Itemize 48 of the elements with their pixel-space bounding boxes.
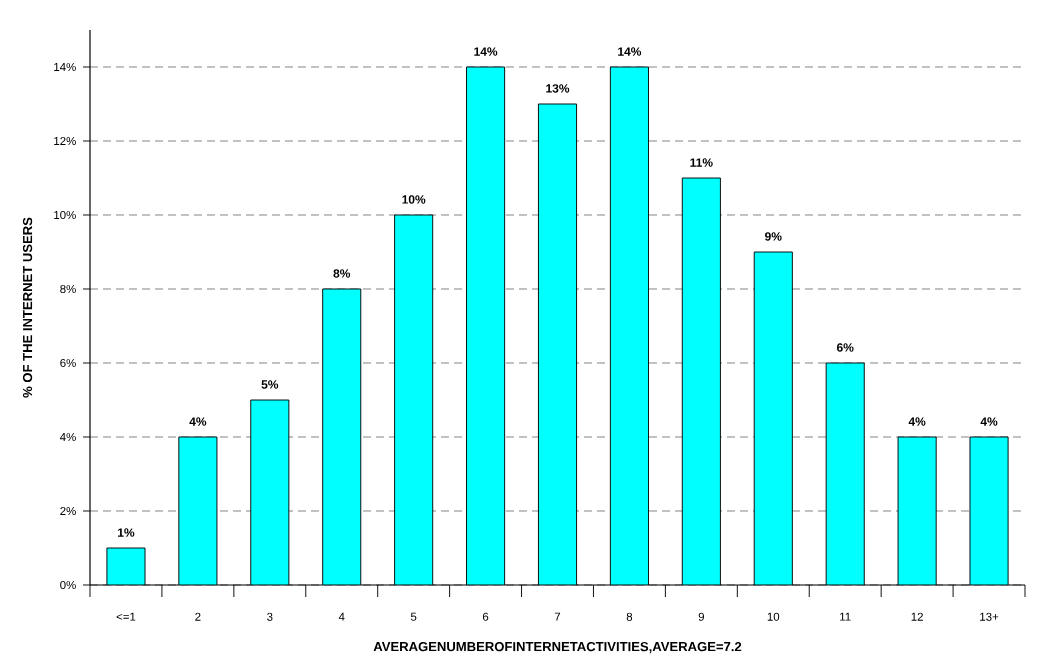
data-label: 9% bbox=[765, 232, 782, 241]
data-label: 6% bbox=[836, 343, 854, 352]
y-tick-label: 0% bbox=[60, 580, 76, 590]
x-tick-label: 3 bbox=[267, 612, 273, 621]
data-label: 1% bbox=[118, 528, 135, 537]
bar bbox=[394, 215, 433, 585]
x-tick-label: 11 bbox=[840, 612, 851, 621]
x-tick-label: 13+ bbox=[980, 612, 999, 621]
data-label: 5% bbox=[261, 380, 279, 389]
bar bbox=[538, 104, 577, 585]
data-label: 14% bbox=[618, 47, 642, 56]
data-label: 8% bbox=[333, 269, 351, 278]
y-tick-label: 2% bbox=[60, 506, 76, 516]
bar bbox=[898, 437, 937, 585]
x-tick-label: 6 bbox=[482, 612, 489, 621]
x-tick-label: 7 bbox=[554, 612, 561, 621]
x-tick-label: 2 bbox=[195, 612, 201, 621]
bar bbox=[682, 178, 721, 585]
bar bbox=[466, 67, 505, 585]
x-tick-label: 12 bbox=[911, 612, 923, 621]
data-label: 13% bbox=[546, 84, 570, 93]
y-tick-label: 8% bbox=[60, 284, 76, 294]
y-tick-label: 14% bbox=[54, 63, 76, 72]
bar bbox=[250, 400, 289, 585]
data-label: 4% bbox=[908, 417, 926, 426]
bar bbox=[610, 67, 649, 585]
bar bbox=[826, 363, 865, 585]
data-label: 4% bbox=[189, 417, 207, 426]
bar bbox=[754, 252, 793, 585]
x-tick-label: 10 bbox=[767, 612, 780, 621]
y-tick-label: 10% bbox=[54, 210, 76, 220]
x-tick-label: 9 bbox=[698, 612, 704, 621]
data-label: 4% bbox=[980, 417, 998, 426]
data-label: 14% bbox=[474, 47, 498, 56]
bar bbox=[178, 437, 217, 585]
y-tick-label: 6% bbox=[60, 358, 76, 368]
data-label: 11% bbox=[690, 158, 713, 167]
bar bbox=[322, 289, 361, 585]
x-tick-label: 5 bbox=[410, 612, 417, 621]
x-tick-label: <=1 bbox=[116, 612, 136, 621]
x-axis-title: AVERAGENUMBEROFINTERNETACTIVITIES,AVERAGE=7.2 bbox=[373, 641, 742, 654]
bar bbox=[969, 436, 1009, 585]
x-tick-label: 4 bbox=[338, 612, 345, 621]
x-tick-label: 8 bbox=[626, 612, 633, 621]
y-tick-label: 4% bbox=[59, 433, 76, 442]
y-tick-label: 12% bbox=[54, 136, 76, 146]
y-axis-title: % OF THE INTERNET USERS bbox=[22, 217, 33, 398]
data-label: 10% bbox=[402, 195, 426, 204]
